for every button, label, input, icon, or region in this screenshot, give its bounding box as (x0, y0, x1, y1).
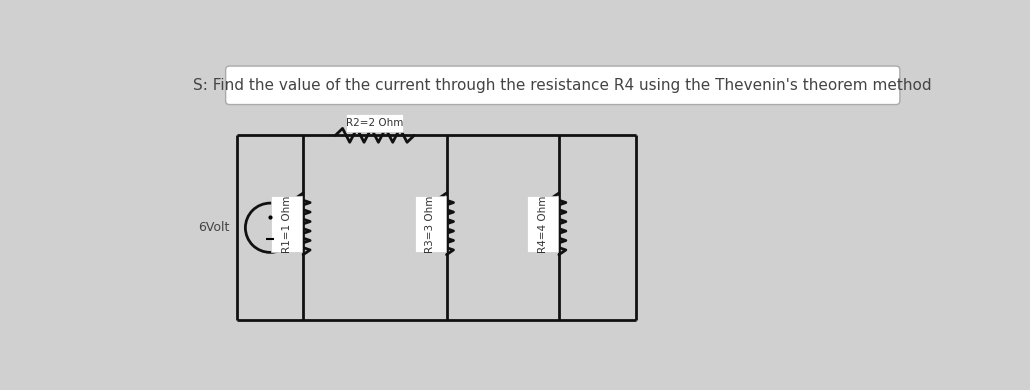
FancyBboxPatch shape (271, 196, 303, 252)
Text: R2=2 Ohm: R2=2 Ohm (346, 118, 404, 128)
Text: R3=3 Ohm: R3=3 Ohm (425, 195, 436, 253)
Text: R1=1 Ohm: R1=1 Ohm (282, 195, 291, 253)
FancyBboxPatch shape (527, 196, 558, 252)
Circle shape (245, 203, 295, 252)
Text: 6Volt: 6Volt (198, 221, 230, 234)
Text: S: Find the value of the current through the resistance R4 using the Thevenin's : S: Find the value of the current through… (194, 78, 932, 93)
FancyBboxPatch shape (226, 66, 900, 105)
Text: R4=4 Ohm: R4=4 Ohm (538, 195, 548, 253)
FancyBboxPatch shape (415, 196, 446, 252)
FancyBboxPatch shape (346, 114, 404, 132)
